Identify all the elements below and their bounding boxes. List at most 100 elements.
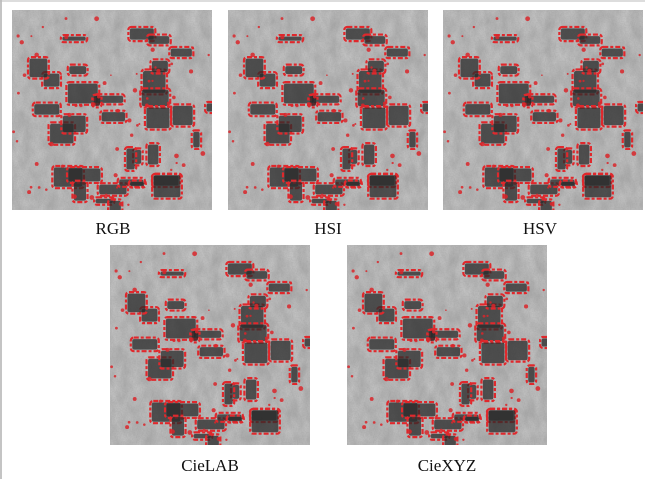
red-speck [225,353,229,357]
red-speck [110,365,113,368]
red-speck [369,288,374,293]
dark-region [34,104,59,115]
red-speck [182,163,186,167]
red-speck [151,80,153,82]
red-speck [118,275,122,279]
red-speck [332,109,336,113]
red-speck [94,16,99,21]
dark-region [291,367,297,383]
dark-region [364,294,382,312]
red-speck [42,26,44,28]
dark-region [146,108,169,129]
red-speck [558,204,560,206]
red-speck [492,165,495,168]
red-speck [239,73,243,77]
red-speck [473,26,475,28]
dark-region [244,343,267,364]
red-speck [250,53,255,58]
red-speck [505,104,508,107]
red-speck [212,408,216,412]
dark-region [342,149,350,170]
image-panel [228,10,450,216]
dark-region [359,71,381,93]
dark-region [387,48,408,56]
red-speck [481,332,484,335]
red-speck [352,124,355,127]
red-speck [170,429,175,434]
dark-region [69,169,101,182]
dark-region [246,271,267,279]
red-speck [491,75,493,77]
red-speck [192,46,194,48]
red-speck [170,169,172,171]
red-speck [162,270,166,274]
dark-region [465,104,490,115]
red-speck [273,397,275,399]
dark-region [224,384,232,405]
red-speck [370,66,372,68]
red-speck [258,26,260,28]
red-speck [355,275,359,279]
red-speck [332,186,334,188]
red-speck [30,35,32,37]
red-speck [587,69,591,73]
red-speck [542,289,544,291]
red-speck [115,269,118,272]
red-speck [136,421,139,424]
red-speck [17,92,20,95]
red-speck [416,151,421,156]
red-speck [280,398,284,402]
red-speck [362,97,365,100]
dark-region [130,182,144,186]
red-speck [249,315,251,317]
red-speck [68,113,72,117]
red-speck [20,40,24,44]
red-speck [550,202,554,206]
red-speck [558,118,562,122]
dark-region [500,66,517,74]
red-speck [163,252,166,255]
red-speck [79,104,82,107]
red-speck [352,73,354,75]
figure: RGBHSIHSVCieLABCieXYZ [0,0,645,479]
dark-region [173,106,193,125]
dark-region [148,36,169,44]
red-speck [228,130,231,133]
dark-region [561,182,575,186]
red-speck [347,365,350,368]
red-speck [564,88,568,92]
red-speck [486,283,490,287]
red-speck [30,186,33,189]
red-speck [213,382,217,386]
red-speck [448,34,451,37]
red-speck [451,421,453,423]
red-speck [60,75,62,77]
red-speck [246,186,249,189]
red-speck [290,104,293,107]
red-speck [280,35,284,39]
dark-region [69,66,86,74]
dark-region [127,294,145,312]
red-speck [343,118,347,122]
panel-label: HSV [523,219,558,238]
red-speck [217,437,221,441]
red-speck [476,188,479,191]
dark-region [542,339,568,347]
red-speck [290,281,292,283]
red-speck [233,34,236,37]
red-speck [585,66,587,68]
dark-region [364,145,374,165]
red-speck [254,304,258,308]
red-speck [330,173,334,177]
red-speck [254,186,257,189]
dark-region [305,339,331,347]
dark-region [533,112,556,121]
dark-region [161,351,184,367]
red-speck [507,331,511,335]
red-speck [346,134,349,137]
dark-region [573,90,600,106]
red-speck [121,308,125,312]
red-speck [192,251,197,256]
red-speck [252,301,254,303]
red-speck [151,48,155,52]
